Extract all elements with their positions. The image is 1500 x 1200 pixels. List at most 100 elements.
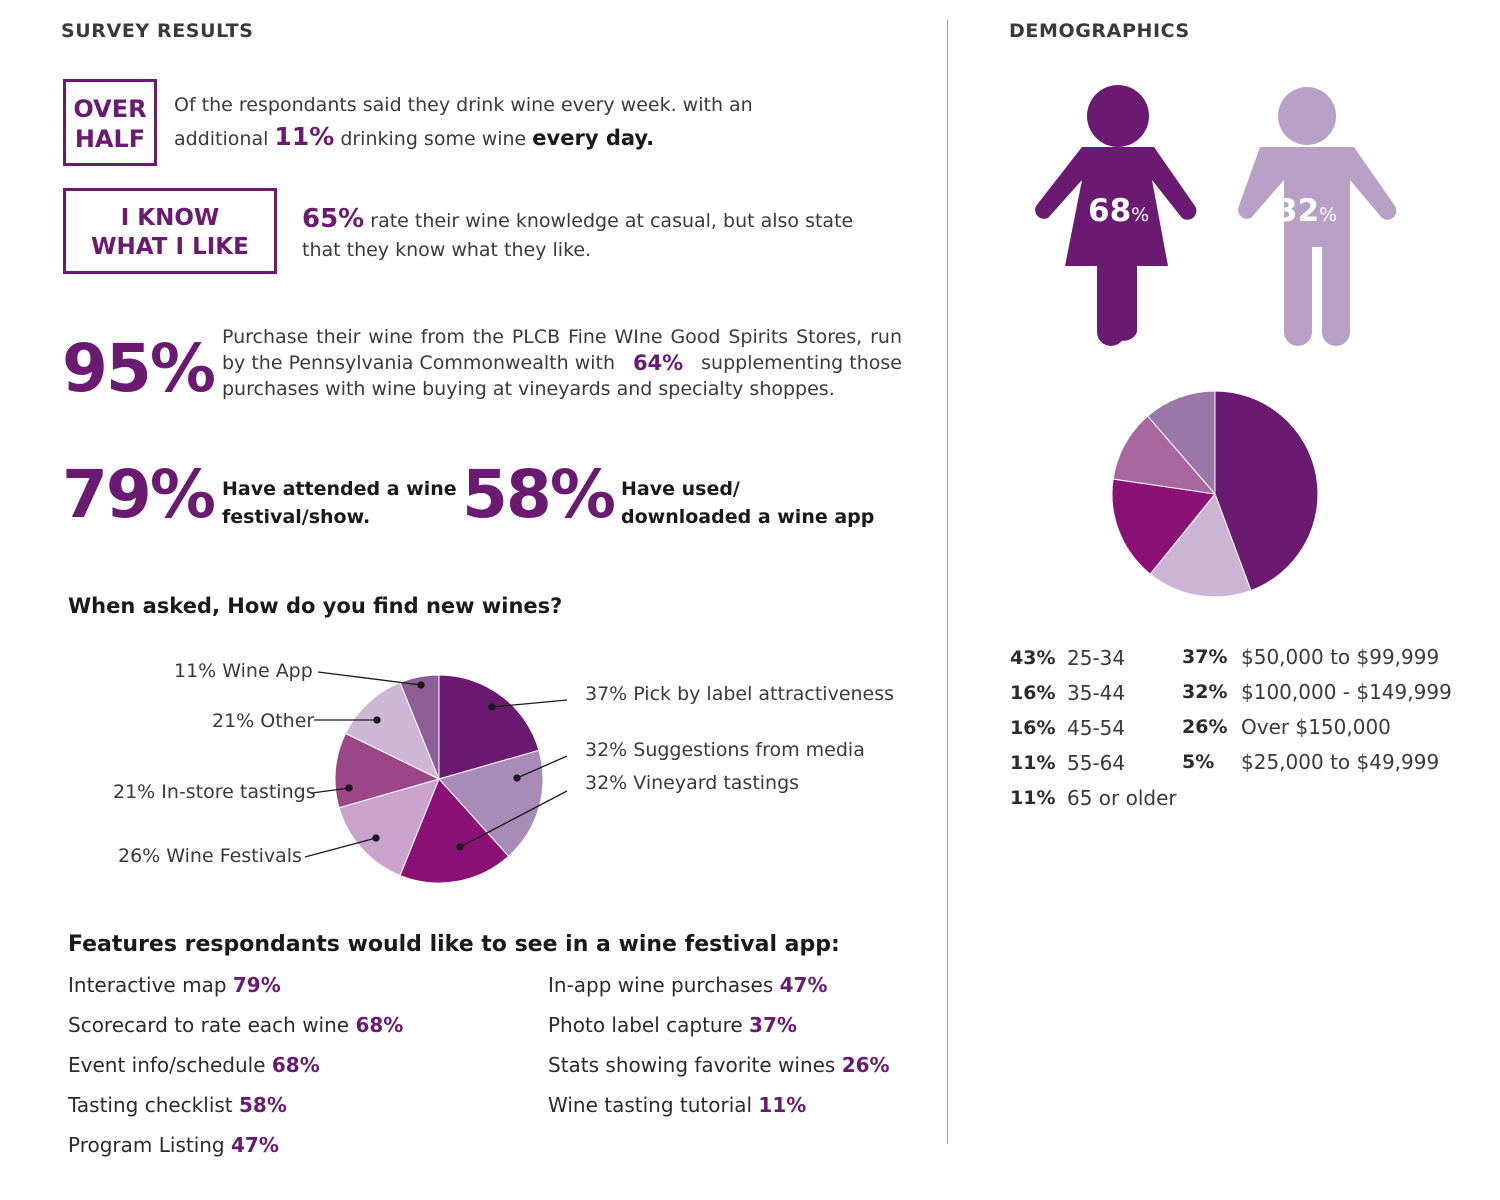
feature-label: Wine tasting tutorial	[548, 1093, 753, 1117]
gender-figures: 68% 32%	[1035, 85, 1397, 346]
feature-label: Scorecard to rate each wine	[68, 1013, 350, 1037]
age-pct: 43%	[1010, 647, 1056, 669]
age-label: 45-54	[1067, 716, 1126, 740]
feature-pct: 11%	[758, 1093, 807, 1117]
feature-item: Interactive map 79%	[68, 973, 281, 997]
income-pct: 32%	[1182, 681, 1228, 703]
age-pct: 11%	[1010, 787, 1056, 809]
feature-pct: 47%	[231, 1133, 279, 1157]
leader-dot-other	[373, 716, 381, 724]
feature-item: Program Listing 47%	[68, 1133, 279, 1157]
age-slice-35-44	[1149, 493, 1252, 598]
age-pct: 16%	[1010, 682, 1056, 704]
find-slice-vineyard-tastings	[399, 778, 510, 884]
i-know-box: I KNOW WHAT I LIKE	[63, 188, 277, 274]
leader-dot-vineyard	[456, 843, 464, 851]
feature-label: Stats showing favorite wines	[548, 1053, 836, 1077]
feature-item: Stats showing favorite wines 26%	[548, 1053, 890, 1077]
over-half-drinking: drinking some wine	[340, 128, 527, 150]
app-text: Have used/ downloaded a wine app	[621, 475, 874, 531]
feature-item: Photo label capture 37%	[548, 1013, 797, 1037]
feature-label: Interactive map	[68, 973, 227, 997]
purchase-line2-pct: 64%	[632, 351, 684, 375]
feature-pct: 79%	[232, 973, 281, 997]
find-slice-wine-festivals	[338, 778, 440, 877]
find-wines-title: When asked, How do you find new wines?	[68, 594, 563, 618]
leader-vineyard	[459, 790, 568, 848]
leader-dot-media	[513, 774, 521, 782]
know-pct: 65%	[302, 204, 365, 234]
leader-dot-instore	[345, 784, 353, 792]
feature-item: In-app wine purchases 47%	[548, 973, 828, 997]
age-slice-45-54	[1111, 478, 1216, 575]
income-pct: 5%	[1182, 751, 1215, 773]
female-pct-text: 68%	[1088, 193, 1149, 229]
leader-wine-app	[317, 671, 422, 686]
know-text1: rate their wine knowledge at casual, but…	[370, 210, 854, 232]
age-pie-chart	[1111, 390, 1319, 598]
purchase-line2-post: supplementing those	[701, 352, 902, 374]
over-half-line1: OVER	[73, 95, 147, 123]
label-festivals: 26% Wine Festivals	[118, 845, 302, 867]
income-label: $25,000 to $49,999	[1241, 750, 1440, 774]
purchase-line3: purchases with wine buying at vineyards …	[222, 378, 835, 400]
feature-label: Photo label capture	[548, 1013, 743, 1037]
male-figure-icon	[1238, 87, 1397, 346]
label-media: 32% Suggestions from media	[585, 739, 865, 761]
purchase-pct: 95%	[62, 330, 216, 407]
feature-pct: 68%	[271, 1053, 320, 1077]
label-instore: 21% In-store tastings	[113, 781, 316, 803]
income-pct: 37%	[1182, 646, 1228, 668]
income-pct: 26%	[1182, 716, 1228, 738]
label-other: 21% Other	[212, 710, 315, 732]
i-know-line1: I KNOW	[120, 205, 220, 231]
female-figure-icon	[1035, 85, 1197, 346]
features-title: Features respondants would like to see i…	[68, 932, 840, 957]
feature-item: Tasting checklist 58%	[68, 1093, 287, 1117]
label-wine-app: 11% Wine App	[174, 660, 313, 682]
age-label: 55-64	[1067, 751, 1126, 775]
festival-text: Have attended a wine festival/show.	[222, 475, 457, 531]
purchase-line2: by the Pennsylvania Commonwealth with 64…	[222, 349, 902, 377]
know-text-line2: that they know what they like.	[302, 239, 592, 261]
feature-pct: 68%	[355, 1013, 404, 1037]
age-slice-25-34	[1214, 390, 1319, 592]
column-divider	[947, 20, 948, 1144]
leader-label	[491, 699, 568, 708]
age-slice-55-64	[1112, 415, 1217, 495]
age-label: 25-34	[1067, 646, 1126, 670]
leader-dot-festivals	[372, 834, 380, 842]
leader-instore	[311, 787, 350, 794]
over-half-line2: HALF	[74, 125, 146, 153]
feature-label: In-app wine purchases	[548, 973, 774, 997]
age-label: 35-44	[1067, 681, 1126, 705]
know-text-line1: 65% rate their wine knowledge at casual,…	[302, 204, 853, 234]
feature-pct: 47%	[779, 973, 828, 997]
festival-line1: Have attended a wine	[222, 478, 457, 500]
festival-pct: 79%	[62, 456, 216, 533]
label-pick-by-label: 37% Pick by label attractiveness	[585, 683, 895, 705]
feature-label: Event info/schedule	[68, 1053, 266, 1077]
feature-pct: 37%	[749, 1013, 797, 1037]
feature-pct: 58%	[239, 1093, 287, 1117]
i-know-line2: WHAT I LIKE	[91, 234, 249, 260]
age-label: 65 or older	[1067, 786, 1177, 810]
feature-item: Scorecard to rate each wine 68%	[68, 1013, 403, 1037]
over-half-box: OVER HALF	[63, 79, 157, 166]
income-label: $100,000 - $149,999	[1241, 680, 1452, 704]
over-half-daily-pct: 11%	[274, 122, 335, 151]
feature-pct: 26%	[841, 1053, 890, 1077]
age-pct: 16%	[1010, 717, 1056, 739]
leader-media	[516, 755, 568, 779]
purchase-line2-pre: by the Pennsylvania Commonwealth with	[222, 352, 615, 374]
survey-results-header: SURVEY RESULTS	[61, 20, 254, 42]
find-slice-other	[344, 681, 440, 781]
app-line2: downloaded a wine app	[621, 506, 875, 528]
label-vineyard: 32% Vineyard tastings	[585, 772, 800, 794]
feature-label: Tasting checklist	[68, 1093, 233, 1117]
find-wines-chart	[304, 671, 568, 884]
leader-festivals	[304, 837, 377, 858]
over-half-text-line2: additional 11% drinking some wine every …	[174, 122, 654, 151]
age-pct: 11%	[1010, 752, 1056, 774]
over-half-every-day: every day.	[532, 126, 655, 150]
